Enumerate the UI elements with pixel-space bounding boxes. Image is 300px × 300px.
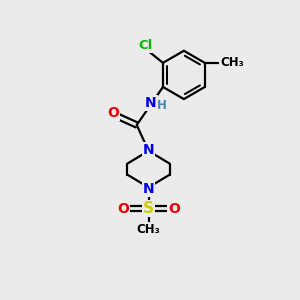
Text: N: N xyxy=(143,182,154,196)
Text: CH₃: CH₃ xyxy=(137,223,160,236)
Text: N: N xyxy=(145,96,157,110)
Text: Cl: Cl xyxy=(138,39,152,52)
Text: O: O xyxy=(168,202,180,216)
Text: CH₃: CH₃ xyxy=(220,56,244,69)
Text: O: O xyxy=(107,106,119,120)
Text: S: S xyxy=(143,201,154,216)
Text: H: H xyxy=(157,100,166,112)
Text: N: N xyxy=(143,143,154,157)
Text: O: O xyxy=(117,202,129,216)
